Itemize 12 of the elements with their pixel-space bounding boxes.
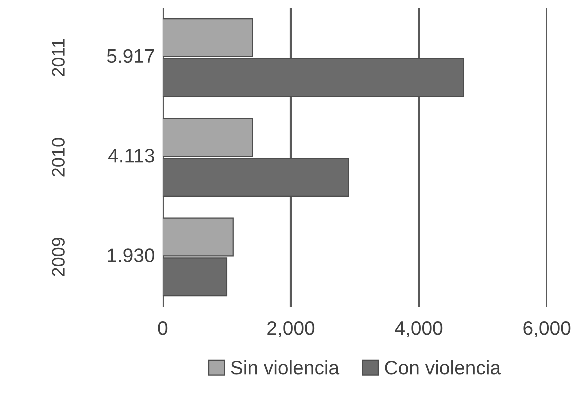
x-tick-label: 6,000 — [524, 321, 571, 338]
text: 5.917 — [107, 49, 154, 64]
y-tick-label: 2011 — [52, 39, 65, 76]
text: 4.113 — [108, 149, 154, 163]
legend-label: Sin violencia — [231, 360, 340, 375]
y-tick-label: 2010 — [52, 138, 65, 177]
x-tick-label: 4,000 — [395, 321, 443, 338]
y-tick-label: 2009 — [52, 238, 65, 276]
text: 1.930 — [108, 248, 155, 262]
x-tick-label: 2,000 — [268, 321, 315, 338]
legend-label: Con violencia — [385, 360, 502, 375]
x-tick-label: 0 — [158, 321, 168, 336]
